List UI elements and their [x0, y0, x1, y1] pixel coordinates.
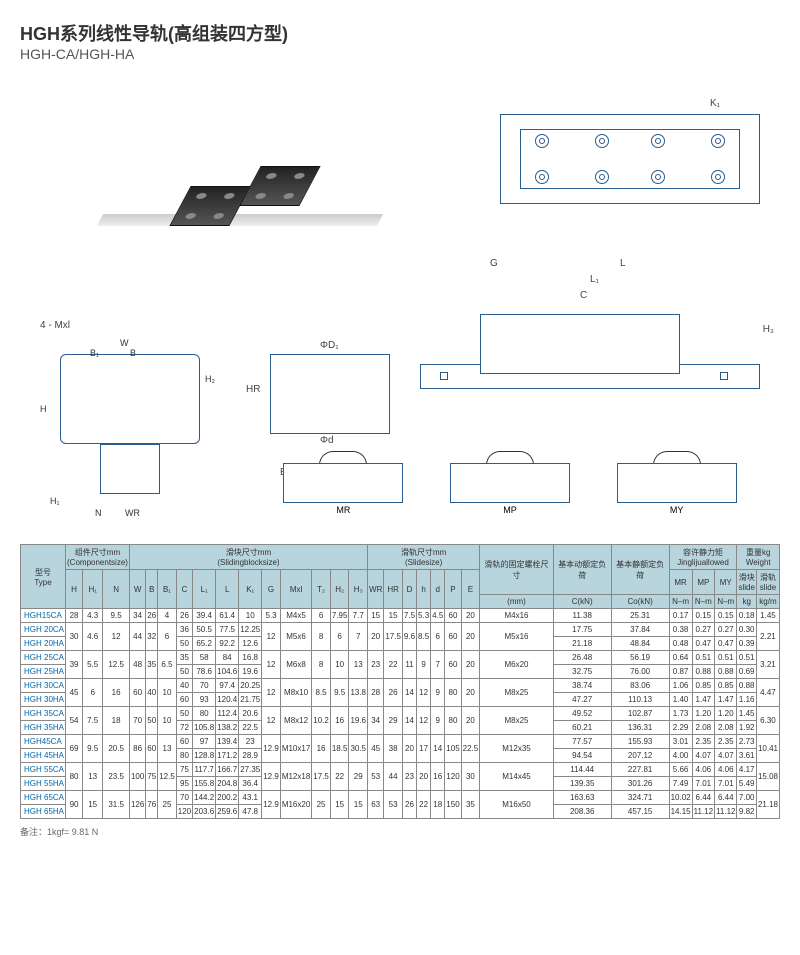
table-header: 型号Type 组件尺寸mm(Componentsize) 滑块尺寸mm(Slid… [21, 545, 780, 609]
label-h1: H₁ [50, 496, 60, 506]
label-l: L [620, 258, 626, 269]
isometric-view [100, 114, 380, 254]
label-g: G [490, 258, 498, 269]
footnote: 备注：1kgf= 9.81 N [20, 825, 780, 838]
label-mxl: 4 - Mxl [40, 320, 70, 331]
table-row: HGH 65CA901531.5126762570144.2200.243.11… [21, 791, 780, 805]
moment-myando: MY [617, 463, 737, 515]
table-row: HGH 20CA304.612443263650.577.512.2512M5x… [21, 623, 780, 637]
label-h: H [40, 404, 47, 414]
table-row: HGH45CA699.520.58660136097139.42312.9M10… [21, 735, 780, 749]
label-c: C [580, 290, 587, 301]
label-k1: K₁ [710, 98, 720, 109]
table-row: HGH 25CA395.512.548356.535588416.812M6x8… [21, 651, 780, 665]
moment-mr: MR [283, 463, 403, 515]
label-mr: MR [336, 505, 350, 515]
moment-mp: MP [450, 463, 570, 515]
label-w: W [120, 338, 129, 348]
label-l1: L₁ [590, 274, 599, 285]
long-side-view: G L L₁ C H₃ [420, 264, 760, 424]
moment-diagrams: MR MP MY [260, 454, 760, 524]
table-row: HGH15CA284.39.5342642639.461.4105.3M4x56… [21, 609, 780, 623]
table-body: HGH15CA284.39.5342642639.461.4105.3M4x56… [21, 609, 780, 819]
label-wr: WR [125, 508, 140, 518]
label-h3: H₃ [763, 324, 774, 335]
top-view: K₁ [500, 114, 760, 204]
table-row: HGH 30CA45616604010407097.420.2512M8x108… [21, 679, 780, 693]
label-hr: HR [246, 384, 260, 395]
technical-diagrams: K₁ 4 - Mxl W B₁ B H H₂ H₁ N WR ΦD₁ HR Φd… [20, 74, 780, 524]
label-h2: H₂ [205, 374, 215, 384]
label-phid: Φd [320, 435, 334, 446]
label-phi-d: ΦD₁ [320, 340, 339, 351]
table-row: HGH 35CA547.5187050105080112.420.612M8x1… [21, 707, 780, 721]
table-row: HGH 55CA801323.51007512.575117.7166.727.… [21, 763, 780, 777]
label-b1: B₁ [90, 348, 99, 358]
label-n: N [95, 508, 102, 518]
title-english: HGH-CA/HGH-HA [20, 46, 780, 62]
label-b: B [130, 348, 136, 358]
label-mp: MP [503, 505, 517, 515]
label-my: MY [670, 505, 684, 515]
title-chinese: HGH系列线性导轨(高组装四方型) [20, 20, 780, 46]
spec-table: 型号Type 组件尺寸mm(Componentsize) 滑块尺寸mm(Slid… [20, 544, 780, 819]
front-view: 4 - Mxl W B₁ B H H₂ H₁ N WR [40, 334, 220, 504]
